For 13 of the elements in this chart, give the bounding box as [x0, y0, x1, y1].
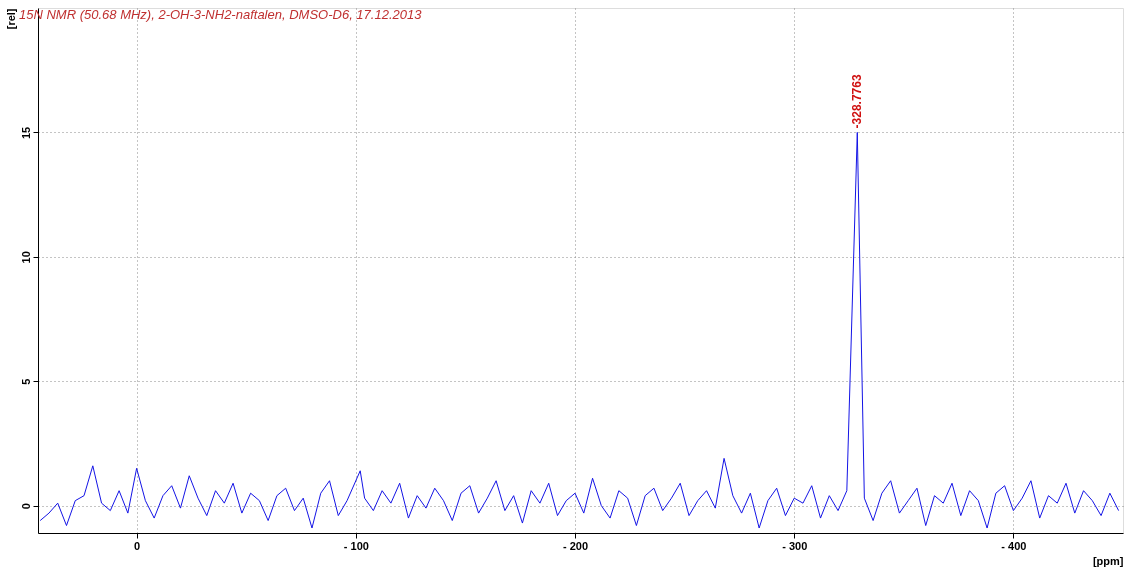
x-axis-title: [ppm] — [1092, 554, 1124, 567]
y-tick-label: 15 — [19, 126, 32, 140]
x-tick-label: - 200 — [562, 539, 589, 552]
y-tick-label: 0 — [19, 503, 32, 510]
x-tick-label: - 100 — [343, 539, 369, 552]
y-tick-label: 5 — [19, 378, 32, 385]
line-series — [39, 131, 1120, 529]
annotation: -328.7763 — [850, 74, 865, 129]
y-tick-label: 10 — [19, 251, 32, 264]
y-axis-title: [rel] — [4, 8, 17, 30]
x-tick-label: 0 — [134, 539, 141, 552]
x-tick-label: - 400 — [1001, 539, 1027, 552]
x-tick-label: - 300 — [782, 539, 808, 552]
